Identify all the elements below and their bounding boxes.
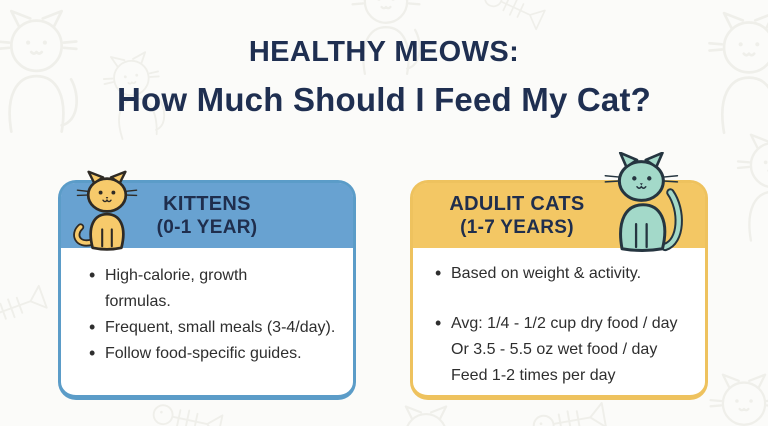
kittens-card-subtitle: (0-1 YEAR) bbox=[156, 216, 258, 238]
kittens-card-title-block: KITTENS (0-1 YEAR) bbox=[157, 193, 258, 239]
list-item: Frequent, small meals (3-4/day). bbox=[88, 314, 347, 341]
background-cat-icon bbox=[727, 132, 768, 247]
background-fishbone-icon bbox=[473, 0, 555, 40]
list-item-text: Feed 1-2 times per day bbox=[451, 367, 616, 384]
adult-cats-card-body: Based on weight & activity. Avg: 1/4 - 1… bbox=[413, 248, 705, 389]
list-item-text: High-calorie, growth bbox=[105, 267, 248, 284]
kitten-icon bbox=[71, 170, 143, 252]
adult-cat-icon bbox=[599, 152, 689, 254]
title-line-2: How Much Should I Feed My Cat? bbox=[117, 81, 651, 118]
list-item: High-calorie, growth bbox=[88, 262, 347, 289]
list-item-text: Based on weight & activity. bbox=[451, 265, 642, 282]
list-item-continuation: Or 3.5 - 5.5 oz wet food / day bbox=[434, 337, 701, 363]
adult-cats-card: ADULIT CATS (1-7 YEARS) Bas bbox=[410, 152, 708, 400]
list-item: Avg: 1/4 - 1/2 cup dry food / day bbox=[434, 310, 701, 337]
list-item-continuation: Feed 1-2 times per day bbox=[434, 363, 701, 389]
kittens-card: KITTENS (0-1 YEAR) High-calorie, growth … bbox=[58, 170, 356, 400]
list-item-text: formulas. bbox=[105, 293, 171, 310]
adult-cats-card-subtitle: (1-7 YEARS) bbox=[460, 216, 574, 238]
list-item-continuation: formulas. bbox=[88, 289, 347, 315]
background-cat-icon bbox=[700, 372, 768, 426]
background-cat-icon bbox=[384, 404, 468, 426]
kittens-card-header: KITTENS (0-1 YEAR) bbox=[61, 170, 353, 251]
title-line-1: HEALTHY MEOWS: bbox=[248, 36, 520, 68]
list-item-text: Avg: 1/4 - 1/2 cup dry food / day bbox=[451, 315, 678, 332]
kittens-card-title: KITTENS bbox=[163, 192, 251, 215]
adult-cats-card-title-block: ADULIT CATS (1-7 YEARS) bbox=[449, 193, 584, 239]
list-item-text: Follow food-specific guides. bbox=[105, 345, 302, 362]
list-item-text: Or 3.5 - 5.5 oz wet food / day bbox=[451, 341, 658, 358]
page-title: HEALTHY MEOWS: How Much Should I Feed My… bbox=[0, 36, 768, 120]
list-item: Based on weight & activity. bbox=[434, 260, 701, 287]
adult-cats-card-header: ADULIT CATS (1-7 YEARS) bbox=[413, 152, 705, 252]
background-fishbone-icon bbox=[0, 274, 57, 343]
kittens-card-body: High-calorie, growth formulas. Frequent,… bbox=[61, 248, 353, 367]
adult-cats-card-title: ADULIT CATS bbox=[449, 192, 585, 215]
list-item: Follow food-specific guides. bbox=[88, 340, 347, 367]
list-item-text: Frequent, small meals (3-4/day). bbox=[105, 319, 336, 336]
